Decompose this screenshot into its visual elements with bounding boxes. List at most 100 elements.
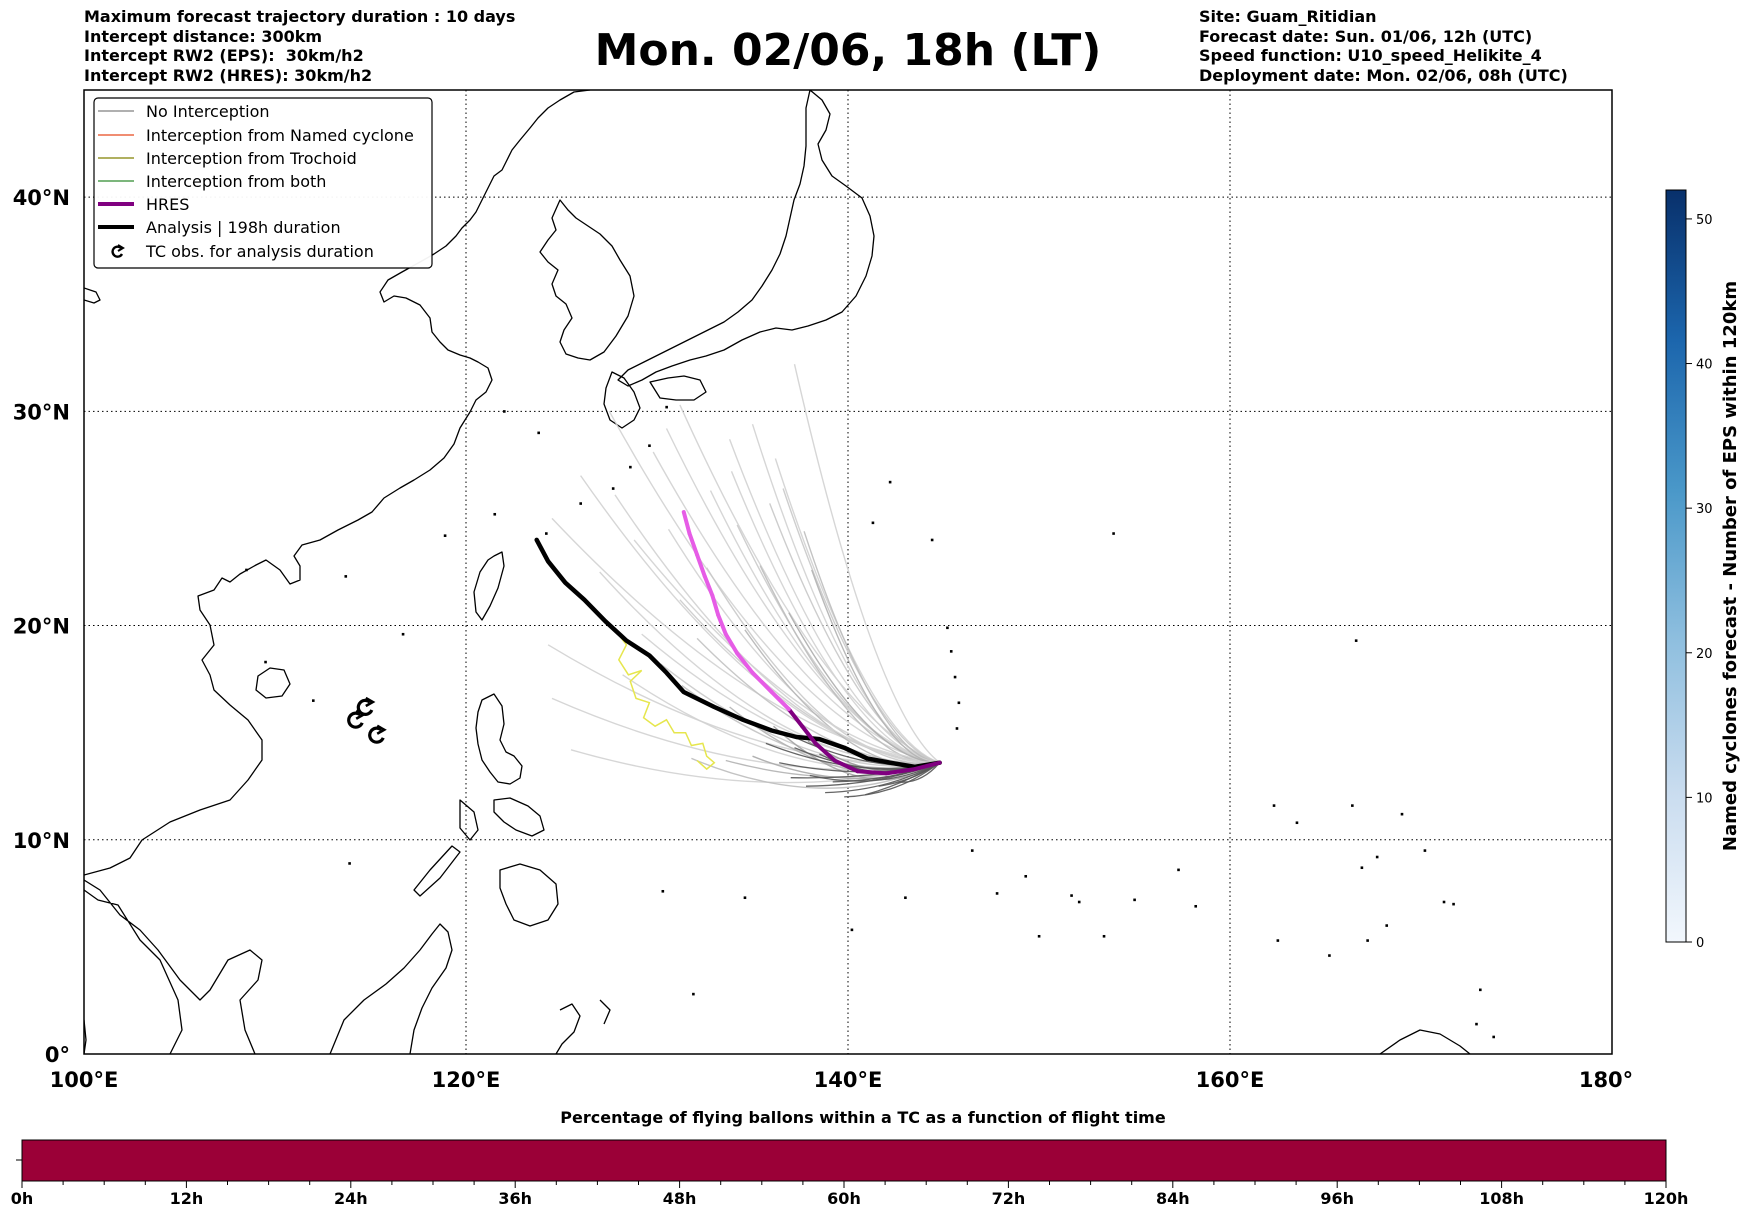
info-line-duration: Maximum forecast trajectory duration : 1… — [84, 7, 515, 26]
ensemble-trajectory — [774, 458, 940, 764]
timeline-title: Percentage of flying ballons within a TC… — [560, 1108, 1166, 1127]
hres-segment — [735, 651, 755, 675]
coastline-luzon — [475, 693, 523, 785]
timeline-tick-label: 120h — [1644, 1189, 1689, 1208]
hres-segment — [723, 632, 740, 656]
legend: No Interception Interception from Named … — [93, 97, 433, 269]
lon-axis: 100°E 120°E 140°E 160°E 180° — [50, 1068, 1634, 1092]
island-dot — [264, 660, 267, 664]
ensemble-trajectory — [736, 524, 940, 764]
island-dot — [545, 532, 548, 535]
ensemble-trajectory — [788, 612, 940, 764]
ensemble-trajectory — [769, 503, 940, 764]
island-dot — [1024, 874, 1028, 878]
island-dot — [1077, 900, 1081, 904]
island-dot — [953, 675, 957, 679]
tc-obs-markers — [347, 696, 387, 744]
hres-segment — [832, 758, 860, 774]
hres-segment — [912, 760, 942, 772]
hres-track — [681, 510, 942, 776]
hres-segment — [687, 531, 700, 557]
coastline-hainan — [255, 667, 291, 699]
island-dot — [1354, 639, 1358, 642]
legend-item-named-cyclone: Interception from Named cyclone — [98, 126, 414, 145]
island-dot — [1479, 988, 1482, 992]
colorbar-tick-label: 10 — [1696, 791, 1713, 806]
hres-segment — [800, 724, 818, 746]
island-dot — [1492, 1035, 1495, 1039]
island-dot — [1194, 904, 1198, 908]
page-title: Mon. 02/06, 18h (LT) — [595, 25, 1102, 76]
hres-segment — [769, 689, 791, 712]
legend-label: Interception from both — [146, 172, 326, 191]
ensemble-trajectory — [652, 451, 940, 764]
legend-label: No Interception — [146, 102, 270, 121]
hres-segment — [710, 593, 721, 617]
coastline-borneo — [329, 923, 453, 1054]
island-dot — [493, 512, 497, 516]
legend-item-analysis: Analysis | 198h duration — [98, 218, 341, 237]
colorbar: 0 10 20 30 40 50 Named cyclones forecast - Nu… — [1665, 189, 1741, 951]
coastline-mindanao — [499, 863, 559, 927]
hres-segment — [884, 767, 917, 776]
timeline-tick-label: 96h — [1320, 1189, 1354, 1208]
island-dot — [692, 992, 695, 996]
legend-label: Interception from Named cyclone — [146, 126, 414, 145]
graticules — [84, 90, 1612, 1054]
island-dot — [665, 405, 668, 409]
island-dot — [401, 632, 405, 636]
lat-tick-label: 0° — [45, 1043, 70, 1067]
ensemble-trajectory — [728, 438, 940, 764]
hres-segment — [716, 612, 728, 637]
lon-tick-label: 100°E — [50, 1068, 119, 1092]
lon-tick-label: 160°E — [1196, 1068, 1265, 1092]
timeline-tick-label: 60h — [827, 1189, 861, 1208]
islands — [245, 405, 1495, 1039]
island-dot — [1272, 804, 1276, 807]
ensemble-trajectory — [614, 494, 940, 764]
island-dot — [1452, 902, 1455, 906]
legend-label: TC obs. for analysis duration — [145, 242, 374, 261]
colorbar-tick-label: 30 — [1696, 502, 1713, 517]
island-dot — [970, 849, 974, 852]
timeline-strip: Percentage of flying ballons within a TC… — [11, 1108, 1689, 1208]
coastline-palawan — [413, 845, 461, 897]
island-dot — [348, 862, 351, 865]
legend-box — [93, 97, 433, 269]
island-dot — [579, 502, 582, 505]
island-dot — [1037, 934, 1041, 938]
island-dot — [1442, 900, 1446, 904]
island-dot — [850, 928, 854, 932]
lon-tick-label: 120°E — [432, 1068, 501, 1092]
info-line-speed-function: Speed function: U10_speed_Helikite_4 — [1199, 46, 1542, 65]
island-dot — [537, 431, 540, 435]
swirl-icon — [368, 724, 387, 744]
timeline-tick-label: 36h — [498, 1189, 532, 1208]
island-dot — [1328, 954, 1331, 957]
trochoid-track — [602, 618, 716, 771]
ensemble-trajectory — [696, 637, 940, 765]
island-dot — [957, 701, 961, 705]
island-dot — [955, 727, 959, 730]
hres-segment — [750, 670, 774, 694]
timeline-tick-label: 24h — [334, 1189, 368, 1208]
legend-item-both: Interception from both — [98, 172, 326, 191]
ensemble-trajectory — [809, 762, 940, 782]
hres-segment — [695, 552, 707, 579]
swirl-icon — [356, 696, 376, 716]
hres-segment — [813, 741, 837, 763]
island-dot — [1351, 804, 1354, 807]
timeline-tick-label: 0h — [11, 1189, 34, 1208]
swirl-icon — [111, 244, 125, 258]
island-dot — [946, 626, 949, 630]
ensemble-trajectory — [803, 531, 940, 764]
ensemble-trajectory — [633, 539, 940, 764]
colorbar-tick-label: 20 — [1696, 647, 1713, 662]
lat-tick-label: 40°N — [13, 186, 70, 210]
ensemble-trajectory — [793, 364, 941, 764]
lat-tick-label: 30°N — [13, 400, 70, 424]
island-dot — [1102, 934, 1106, 938]
timeline-ticks: 0h 12h 24h 36h 48h 60h 72h 84h 96h 108h 120h — [11, 1181, 1689, 1208]
island-dot — [1423, 849, 1427, 852]
hres-segment — [855, 769, 889, 776]
